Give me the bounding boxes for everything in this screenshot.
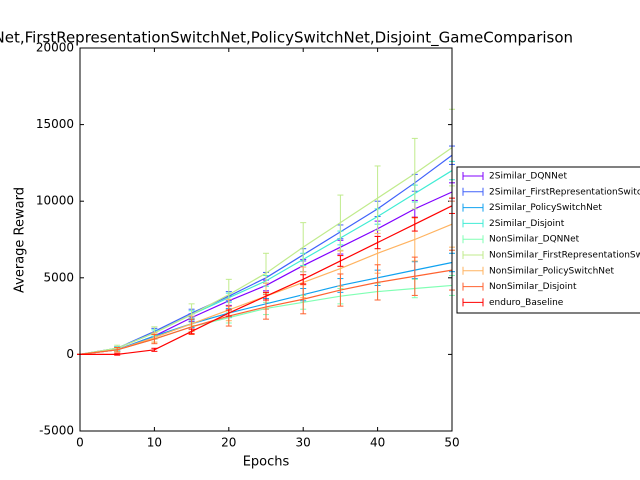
x-tick-label: 0 <box>76 436 84 450</box>
y-tick-label: 5000 <box>43 270 74 284</box>
legend-label: 2Similar_PolicySwitchNet <box>489 203 602 213</box>
legend-label: NonSimilar_PolicySwitchNet <box>489 266 615 276</box>
x-axis-label: Epochs <box>243 455 290 470</box>
legend-label: 2Similar_FirstRepresentationSwitchNet <box>489 187 640 197</box>
legend-label: 2Similar_Disjoint <box>489 219 565 229</box>
x-tick-label: 40 <box>370 436 385 450</box>
series-line <box>80 205 453 355</box>
plot-frame <box>79 47 453 432</box>
y-tick-label: 20000 <box>36 41 74 55</box>
series-line <box>79 269 453 355</box>
y-axis-label: Average Reward <box>13 187 28 293</box>
y-tick-label: 0 <box>66 347 74 361</box>
series <box>77 197 455 356</box>
x-tick-label: 50 <box>444 436 459 450</box>
x-tick-label: 10 <box>147 436 162 450</box>
x-tick-label: 20 <box>221 436 236 450</box>
legend-label: 2Similar_DQNNet <box>489 172 567 182</box>
y-tick-label: 10000 <box>36 194 74 208</box>
legend-box <box>456 166 640 314</box>
chart-title: DQNNet,FirstRepresentationSwitchNet,Poli… <box>0 29 573 48</box>
legend-label: NonSimilar_Disjoint <box>489 282 577 292</box>
x-tick-label: 30 <box>296 436 311 450</box>
legend-label: NonSimilar_DQNNet <box>489 235 580 245</box>
series-line <box>79 147 453 355</box>
legend-label: NonSimilar_FirstRepresentationSwitchNet <box>489 251 640 261</box>
y-tick-label: -5000 <box>39 424 74 438</box>
legend-label: enduro_Baseline <box>489 298 564 308</box>
y-tick-label: 15000 <box>36 117 74 131</box>
